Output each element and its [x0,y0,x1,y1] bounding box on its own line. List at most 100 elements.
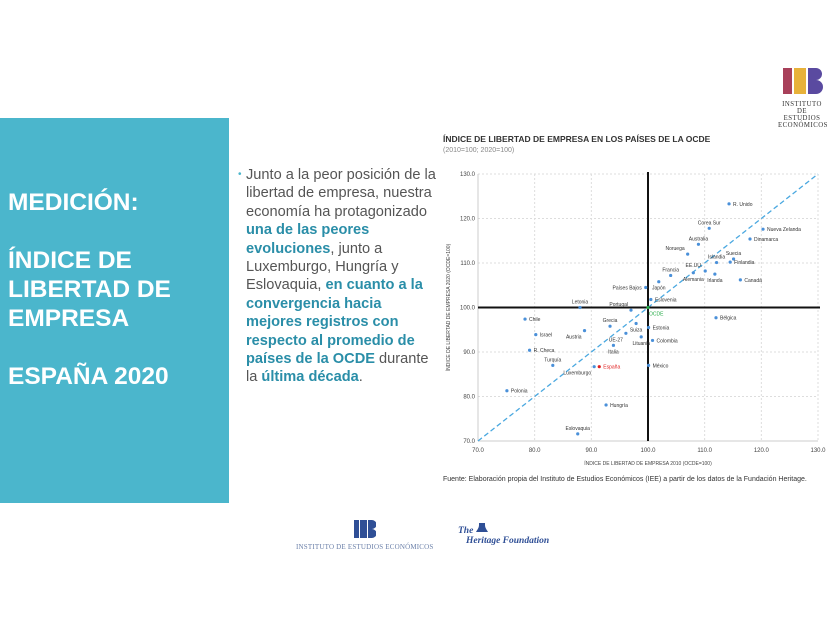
data-label: Francia [662,267,679,273]
side-panel-title: MEDICIÓN: ÍNDICE DE LIBERTAD DE EMPRESA … [8,189,171,390]
data-point [650,338,655,343]
data-point [714,260,719,265]
data-point [611,343,616,347]
data-label: Bélgica [720,316,737,322]
data-label: Chile [529,317,541,323]
data-point [727,202,731,206]
data-label: Italia [608,349,619,355]
data-label: EE.UU. [686,263,703,269]
data-label: Hungría [610,403,628,409]
data-point [714,316,718,320]
data-point [624,331,628,335]
y-tick-label: 90.0 [463,350,475,356]
liberty-bell-icon [475,523,488,532]
x-tick-label: 120.0 [754,448,770,454]
data-point [604,403,608,407]
data-point [696,242,701,246]
text: Junto a la peor posición de la libertad … [246,167,436,220]
data-point [703,269,707,273]
data-label: Polonia [511,389,528,395]
data-label: Noruega [665,246,684,252]
data-label: R. Checa [534,348,555,354]
chart-subtitle: (2010=100; 2020=100) [443,147,515,154]
data-point [644,285,648,290]
data-label: UE-27 [609,337,623,343]
chart-title: ÍNDICE DE LIBERTAD DE EMPRESA EN LOS PAÍ… [443,134,711,144]
side-panel: MEDICIÓN: ÍNDICE DE LIBERTAD DE EMPRESA … [0,118,229,503]
data-point [646,325,651,330]
data-label: España [603,365,620,371]
data-label: Canadá [744,278,762,284]
iee-logo-text: INSTITUTO DE ESTUDIOS ECONÓMICOS [778,101,828,129]
x-tick-label: 110.0 [697,448,712,454]
data-point [608,324,612,328]
iee-logo-top: INSTITUTO DE ESTUDIOS ECONÓMICOS [778,66,828,129]
data-point [582,329,587,333]
data-point [707,226,711,230]
bullet-icon: • [238,169,242,180]
heritage-the: The [458,526,474,536]
data-point [646,363,651,367]
data-point [578,305,582,310]
data-point [527,348,532,352]
heritage-name: Heritage Foundation [466,536,550,546]
text: , junto a Luxemburgo, Hungría y Eslovaqu… [246,240,399,294]
data-label: Luxemburgo [563,371,591,377]
y-tick-label: 110.0 [460,261,475,267]
data-label: R. Unido [733,202,753,208]
highlight-text: una de las peores evoluciones [246,222,370,257]
data-label: Corea Sur [698,220,721,226]
data-label: Suecia [726,251,742,257]
data-point [534,333,538,337]
x-tick-label: 90.0 [585,448,597,454]
text: . [358,369,363,386]
text: durante la [246,351,429,386]
x-tick-label: 100.0 [640,448,656,454]
y-tick-label: 130.0 [460,172,476,178]
iee-logo-mark [783,68,823,94]
data-point [646,305,650,310]
data-label: Grecia [603,318,618,324]
data-label: Países Bajos [613,285,643,291]
data-point [523,317,527,321]
data-point [713,272,717,276]
data-point [649,297,653,302]
y-tick-label: 120.0 [460,217,476,223]
data-label: OCDE [649,312,664,318]
data-point [657,280,661,284]
data-label: Letonia [572,300,589,306]
highlight-text: en cuanto a la convergencia hacia mejore… [246,277,423,368]
y-tick-label: 80.0 [463,395,475,401]
data-point [629,308,633,312]
data-point [576,432,580,436]
heritage-logo: The Heritage Foundation [458,522,549,546]
data-label: México [653,363,669,369]
x-tick-label: 130.0 [810,448,826,454]
data-point [748,237,752,241]
data-label: Islandia [708,255,725,261]
scatter-chart: 70.0 80.0 90.0 100.0 110.0 120.0 130.0 70.0 80.0… [445,172,826,467]
data-label: Israel [540,333,552,339]
iee-logo-mark [353,520,377,538]
data-label: Colombia [657,338,678,344]
iee-logo-text: INSTITUTO DE ESTUDIOS ECONÓMICOS [296,543,434,551]
highlight-text: última década [261,369,359,386]
data-point [738,278,742,282]
data-point [597,365,601,369]
data-label: Finlandia [734,260,755,266]
data-label: Estonia [653,326,670,332]
data-label: Australia [689,236,709,242]
data-label: Lituania [632,341,650,347]
data-point [634,321,638,326]
data-label: Alemania [683,277,704,283]
data-label: Suiza [630,328,643,334]
data-point [639,335,643,339]
data-label: Turquía [544,357,561,363]
y-tick-label: 70.0 [463,439,475,445]
data-point [761,227,765,231]
chart-source: Fuente: Elaboración propia del Instituto… [443,476,807,483]
x-tick-label: 80.0 [529,448,541,454]
x-tick-label: 70.0 [472,448,484,454]
data-label: Nueva Zelanda [767,227,801,233]
y-axis-label: ÍNDICE DE LIBERTAD DE EMPRESA 2020 (OCDE… [445,243,452,371]
